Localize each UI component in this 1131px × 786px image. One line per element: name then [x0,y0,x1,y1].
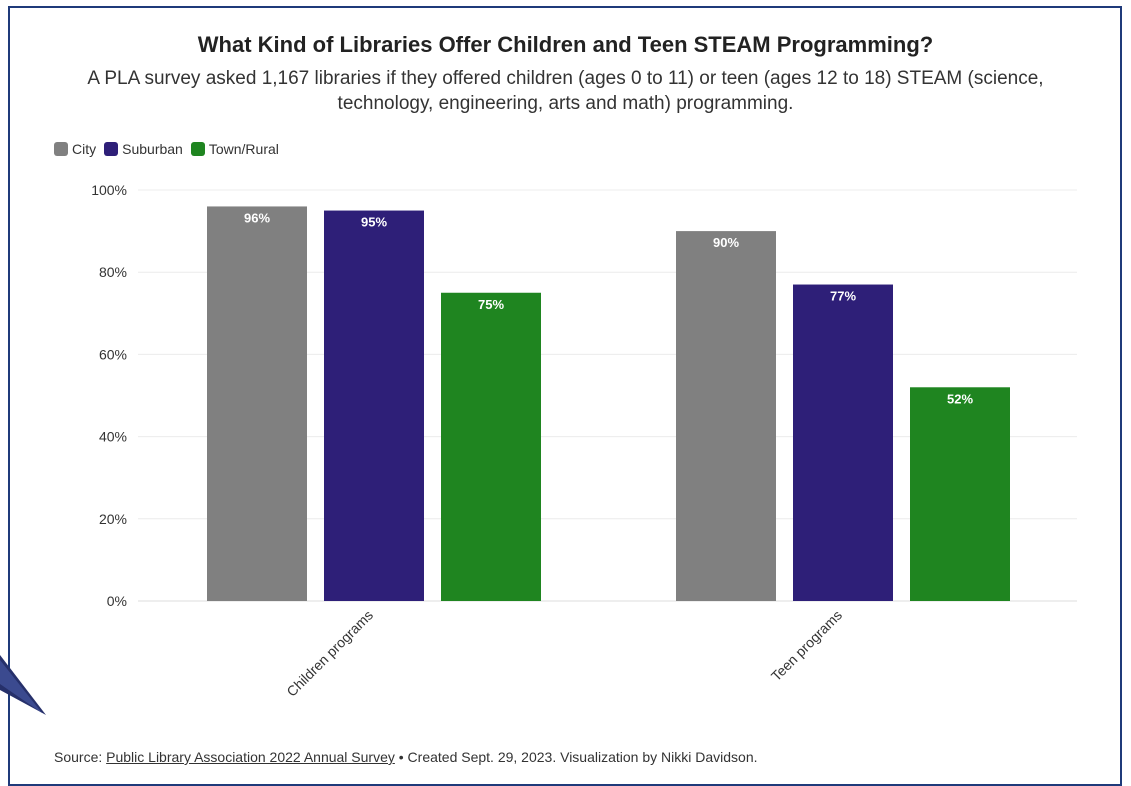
chart-title: What Kind of Libraries Offer Children an… [197,32,934,57]
y-tick-label: 0% [107,593,127,609]
source-suffix: • Created Sept. 29, 2023. Visualization … [394,749,758,765]
legend-swatch-city [54,142,68,156]
data-label: 95% [361,215,387,230]
legend-item-town-rural[interactable]: Town/Rural [190,141,279,157]
legend-item-suburban[interactable]: Suburban [104,141,183,157]
legend-label-suburban: Suburban [122,141,183,157]
y-tick-label: 100% [91,182,127,198]
y-tick-label: 40% [99,429,127,445]
data-label: 75% [478,297,504,312]
chart-legend: City Suburban Town/Rural [54,141,279,157]
data-label: 90% [713,235,739,250]
x-tick-label: Children programs [283,607,376,700]
legend-swatch-town-rural [190,142,205,156]
x-tick-label: Teen programs [768,607,845,684]
bar-suburban [324,210,424,602]
bar-city [207,206,307,601]
legend-label-town-rural: Town/Rural [208,141,279,157]
y-tick-label: 60% [99,346,127,362]
bar-town-rural [441,292,541,601]
y-tick-label: 20% [99,511,127,527]
data-label: 52% [947,391,973,406]
chart-subtitle: A PLA survey asked 1,167 libraries if th… [87,68,1044,114]
source-prefix: Source: [54,749,107,765]
bar-city [676,231,776,601]
legend-swatch-suburban [104,142,119,156]
bar-town-rural [910,387,1010,601]
legend-item-city[interactable]: City [54,141,96,157]
data-label: 77% [830,289,856,304]
data-label: 96% [244,210,270,225]
y-tick-label: 80% [99,264,127,280]
legend-label-city: City [72,141,97,157]
source-note: Source: Public Library Association 2022 … [54,749,758,765]
bar-suburban [793,284,893,601]
source-link[interactable]: Public Library Association 2022 Annual S… [106,749,395,765]
